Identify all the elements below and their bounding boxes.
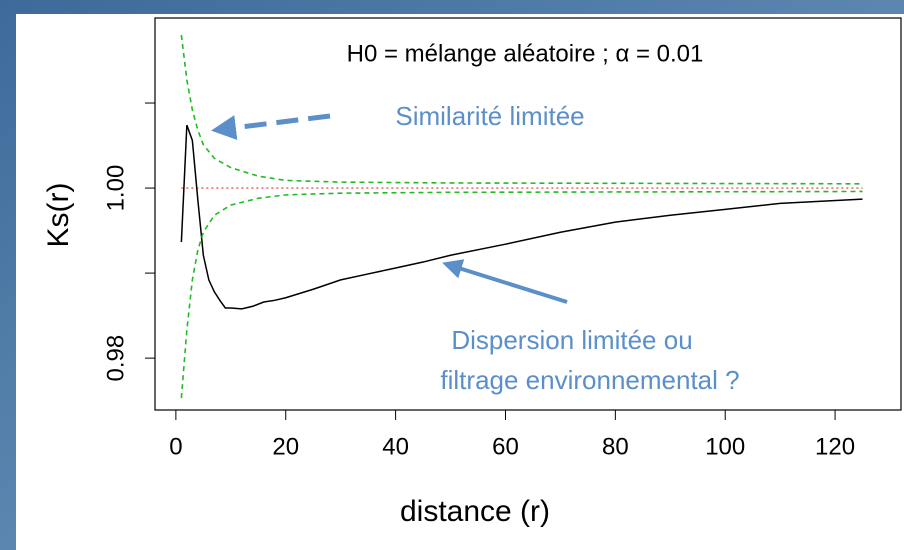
series-line [180,190,863,399]
annotation: H0 = mélange aléatoire ; α = 0.01 [347,40,704,67]
arrow [442,259,568,304]
y-tick-label: 0.98 [102,335,129,382]
y-tick-label: 1.00 [102,165,129,212]
series-line [180,124,863,310]
series-line [180,34,863,185]
x-axis-label: distance (r) [400,495,550,528]
x-tick-label: 40 [382,433,409,460]
plot-frame [154,17,902,411]
x-tick-label: 80 [602,433,629,460]
annotation: filtrage environnemental ? [440,365,739,395]
arrow [211,113,331,140]
x-tick-label: 120 [815,433,855,460]
panel [16,14,904,550]
annotation: Similarité limitée [395,101,584,131]
x-tick-label: 20 [272,433,299,460]
x-tick-label: 100 [705,433,745,460]
y-axis-label: Ks(r) [42,183,75,248]
annotation: Dispersion limitée ou [451,325,692,355]
x-tick-label: 60 [492,433,519,460]
x-tick-label: 0 [169,433,182,460]
